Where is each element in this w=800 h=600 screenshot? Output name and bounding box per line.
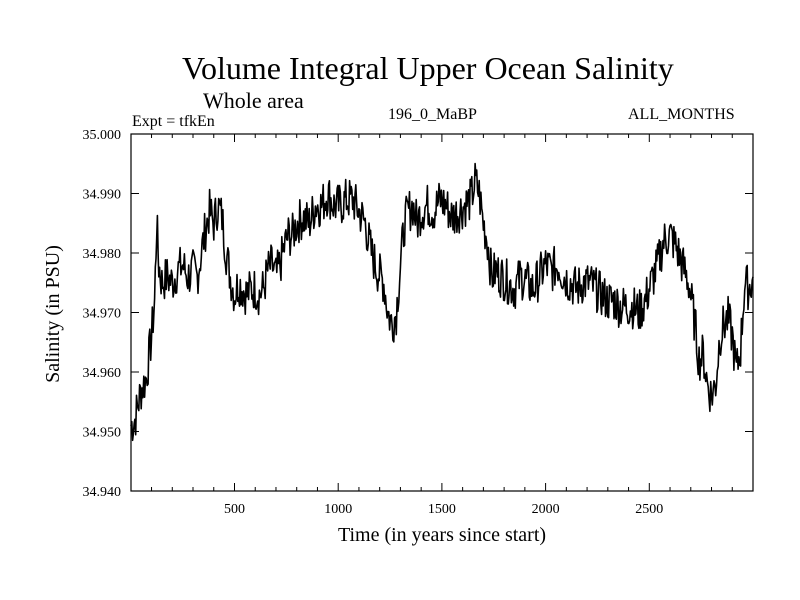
y-tick-label: 34.940 <box>83 485 122 500</box>
y-tick-label: 34.960 <box>83 366 122 381</box>
x-axis-ticks: 500 1000 1500 2000 2500 <box>151 134 733 517</box>
x-tick-label: 2000 <box>532 502 560 517</box>
plot-frame <box>130 133 754 492</box>
y-tick-label: 34.950 <box>83 426 122 441</box>
chart-subtitle: Whole area <box>203 88 304 113</box>
x-tick-label: 2500 <box>635 502 663 517</box>
salinity-series-line <box>130 162 754 442</box>
period-label: ALL_MONTHS <box>628 106 735 123</box>
run-label: 196_0_MaBP <box>388 106 477 123</box>
y-tick-label: 34.980 <box>83 247 122 262</box>
experiment-label: Expt = tfkEn <box>132 113 215 130</box>
chart-title: Volume Integral Upper Ocean Salinity <box>182 50 674 86</box>
y-tick-label: 34.970 <box>83 307 122 322</box>
y-axis-label: Salinity (in PSU) <box>42 245 64 383</box>
x-tick-label: 1500 <box>428 502 456 517</box>
x-tick-label: 500 <box>224 502 245 517</box>
y-tick-label: 35.000 <box>83 128 122 143</box>
x-tick-label: 1000 <box>324 502 352 517</box>
x-axis-label: Time (in years since start) <box>338 524 546 546</box>
y-axis-ticks: 34.940 34.950 34.960 34.970 34.980 34.990 35.0… <box>83 128 753 500</box>
y-tick-label: 34.990 <box>83 188 122 203</box>
